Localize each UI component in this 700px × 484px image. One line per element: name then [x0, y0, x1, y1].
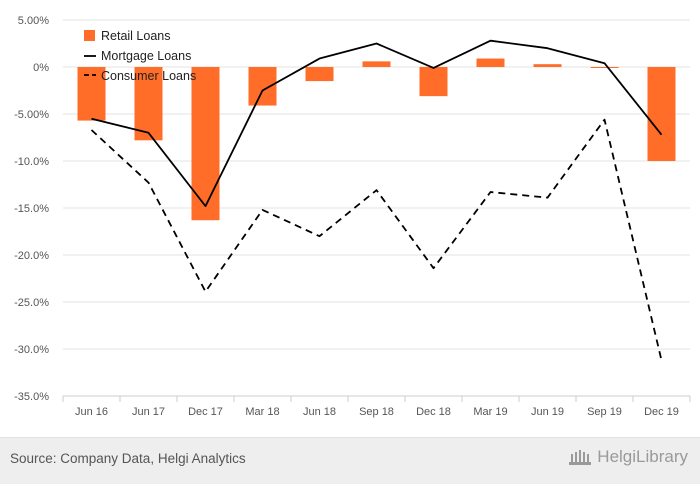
bar-retail-loans: [191, 67, 220, 221]
line-consumer-loans: [90, 118, 663, 361]
footer: Source: Company Data, Helgi Analytics He…: [0, 437, 700, 484]
bar-retail-loans: [419, 67, 448, 97]
x-axis: Jun 16 Jun 17 Dec 17 Mar 18 Jun 18 Sep 18 Dec …: [62, 395, 691, 418]
legend-label-mortgage-loans: Mortgage Loans: [101, 49, 191, 63]
legend-label-retail-loans: Retail Loans: [101, 29, 171, 43]
bar-retail-loans: [476, 58, 505, 67]
x-tick-label: Jun 16: [75, 406, 108, 418]
legend: Retail Loans Mortgage Loans Consumer Loa…: [84, 29, 196, 83]
chart: 5.00% 0% -5.00% -10.0% -15.0% -20.0% -25.0% -30…: [14, 15, 691, 418]
line-series: [90, 39, 663, 361]
y-tick-label: -35.0%: [14, 391, 49, 403]
x-tick-label: Jun 17: [132, 406, 165, 418]
source-text: Source: Company Data, Helgi Analytics: [10, 451, 246, 466]
library-building-icon: [569, 450, 592, 465]
x-tick-label: Jun 18: [303, 406, 336, 418]
x-tick-label: Mar 18: [245, 406, 279, 418]
line-mortgage-loans: [91, 39, 663, 208]
y-tick-label: 0%: [33, 62, 49, 74]
bar-retail-loans: [305, 67, 334, 82]
bar-retail-loans: [590, 67, 619, 68]
x-tick-label: Mar 19: [473, 406, 507, 418]
x-tick-label: Sep 18: [359, 406, 394, 418]
bar-retail-loans: [362, 61, 391, 67]
x-tick-label: Dec 18: [416, 406, 451, 418]
y-tick-label: -10.0%: [14, 156, 49, 168]
bar-series-retail-loans: [77, 58, 676, 221]
y-tick-label: 5.00%: [18, 15, 49, 27]
y-tick-label: -20.0%: [14, 250, 49, 262]
y-tick-label: -30.0%: [14, 344, 49, 356]
x-tick-label: Jun 19: [531, 406, 564, 418]
legend-swatch-retail-loans: [84, 30, 95, 41]
y-tick-label: -15.0%: [14, 203, 49, 215]
bar-retail-loans: [533, 64, 562, 67]
bar-retail-loans: [77, 67, 106, 121]
y-tick-label: -25.0%: [14, 297, 49, 309]
bar-retail-loans: [647, 67, 676, 161]
bar-retail-loans: [134, 67, 163, 141]
logo-text: HelgiLibrary: [597, 447, 688, 466]
helgi-library-logo[interactable]: HelgiLibrary: [568, 447, 688, 467]
y-axis-labels: 5.00% 0% -5.00% -10.0% -15.0% -20.0% -25.0% -30…: [14, 15, 49, 403]
x-tick-label: Sep 19: [587, 406, 622, 418]
bar-retail-loans: [248, 67, 277, 106]
x-tick-label: Dec 17: [188, 406, 223, 418]
x-tick-label: Dec 19: [644, 406, 679, 418]
y-tick-label: -5.00%: [14, 109, 49, 121]
legend-label-consumer-loans: Consumer Loans: [101, 69, 196, 83]
